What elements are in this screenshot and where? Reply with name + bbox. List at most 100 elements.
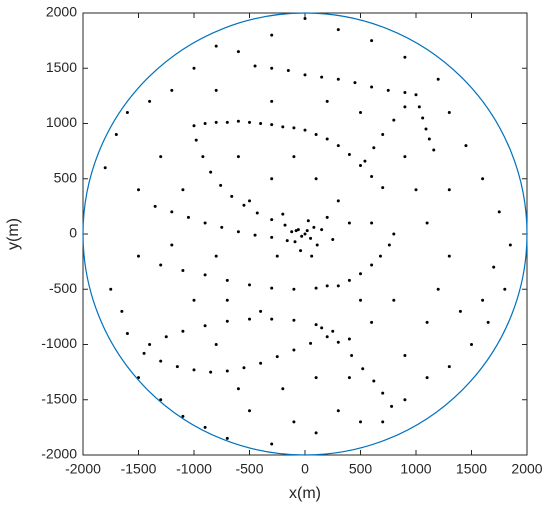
point — [214, 88, 218, 92]
point — [255, 211, 259, 215]
point — [421, 116, 425, 120]
point — [310, 254, 314, 258]
point — [470, 343, 473, 346]
point — [270, 99, 274, 103]
point — [425, 221, 429, 225]
point — [392, 118, 396, 122]
point — [425, 376, 429, 380]
point — [209, 170, 213, 174]
point — [270, 177, 274, 181]
point — [192, 368, 196, 372]
point — [120, 309, 124, 313]
point — [270, 317, 274, 321]
point — [347, 337, 351, 341]
point — [359, 420, 362, 424]
point — [481, 298, 485, 302]
point — [125, 331, 129, 335]
point — [181, 414, 185, 418]
point — [285, 239, 289, 243]
point — [148, 343, 152, 346]
point — [381, 391, 385, 395]
point — [325, 284, 329, 288]
y-tick-label: 1000 — [46, 114, 77, 130]
point — [259, 122, 263, 125]
point — [314, 133, 318, 137]
point — [186, 215, 190, 219]
point — [497, 210, 501, 214]
point — [303, 232, 307, 236]
point — [361, 367, 365, 371]
point — [300, 234, 304, 238]
point — [214, 343, 218, 346]
y-tick-label: -2000 — [41, 446, 77, 462]
y-axis-label: y(m) — [5, 218, 22, 250]
point — [236, 50, 240, 54]
point — [114, 133, 118, 137]
point — [270, 218, 274, 222]
point — [248, 317, 251, 321]
point — [192, 66, 196, 70]
point — [359, 163, 362, 167]
point — [275, 254, 279, 258]
point — [336, 340, 340, 344]
point — [225, 120, 229, 124]
point — [306, 219, 310, 223]
point — [159, 155, 163, 159]
point — [503, 287, 507, 291]
point — [299, 249, 303, 253]
point — [359, 298, 362, 302]
point — [309, 236, 313, 240]
point — [292, 287, 296, 291]
point — [103, 166, 107, 170]
point — [381, 420, 385, 424]
point — [236, 230, 240, 234]
point — [148, 99, 152, 103]
point — [242, 203, 246, 207]
point — [170, 243, 174, 247]
point — [320, 228, 324, 232]
point — [170, 88, 174, 92]
y-tick-label: -1500 — [41, 390, 77, 406]
point — [370, 85, 374, 89]
point — [359, 272, 362, 276]
point — [253, 64, 257, 68]
point — [403, 155, 407, 159]
point — [248, 409, 251, 413]
point — [242, 366, 246, 370]
point — [296, 228, 300, 232]
point — [314, 286, 318, 290]
point — [312, 225, 316, 229]
point — [305, 229, 309, 233]
point — [292, 348, 296, 352]
point — [214, 254, 218, 258]
point — [325, 137, 329, 141]
point — [370, 175, 374, 179]
point — [142, 351, 146, 355]
point — [320, 326, 324, 330]
point — [417, 105, 421, 109]
y-tick-label: 500 — [54, 169, 78, 185]
point — [230, 194, 234, 198]
point — [314, 431, 318, 435]
point — [290, 230, 294, 234]
point — [370, 221, 374, 225]
point — [259, 361, 263, 365]
point — [447, 254, 451, 258]
point — [292, 318, 296, 322]
point — [283, 223, 287, 227]
x-tick-label: -1000 — [176, 461, 212, 477]
point — [225, 436, 229, 440]
point — [270, 286, 274, 290]
point — [225, 369, 229, 373]
point — [427, 137, 431, 141]
point — [292, 420, 296, 424]
point — [372, 146, 376, 150]
point — [181, 188, 185, 192]
x-tick-label: 1500 — [456, 461, 487, 477]
boundary-circle — [82, 12, 528, 456]
x-tick-label: -1500 — [121, 461, 157, 477]
point — [331, 238, 335, 242]
point — [214, 120, 218, 124]
point — [253, 233, 257, 237]
point — [194, 138, 198, 142]
